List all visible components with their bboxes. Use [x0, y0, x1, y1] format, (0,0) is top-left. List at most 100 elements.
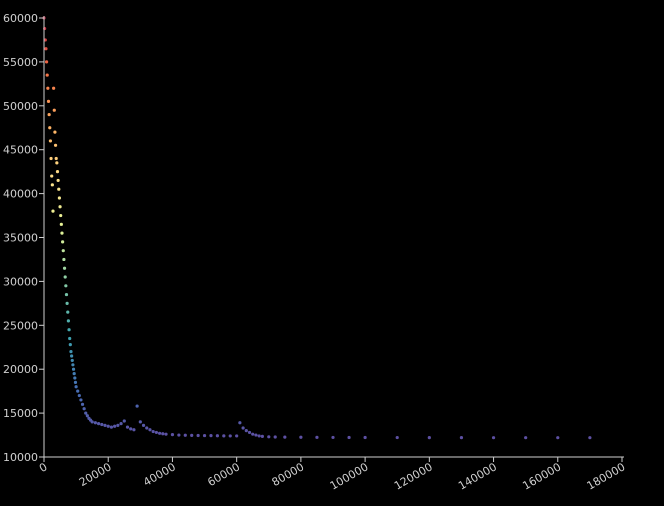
data-point [273, 435, 277, 439]
data-point [66, 310, 70, 314]
data-point [228, 434, 232, 438]
data-point [49, 156, 53, 161]
data-points [42, 16, 592, 440]
data-point [53, 130, 57, 134]
data-point [68, 336, 72, 341]
data-point [68, 343, 72, 347]
data-point [70, 358, 74, 363]
data-point [82, 407, 86, 411]
y-tick-label: 55000 [3, 56, 38, 69]
data-point [65, 301, 69, 305]
data-point [395, 435, 399, 440]
data-point [145, 426, 149, 430]
data-point [80, 402, 85, 406]
data-point [202, 433, 207, 438]
x-tick-label: 160000 [520, 460, 563, 492]
data-point [57, 187, 61, 191]
data-point [363, 435, 367, 440]
data-point [161, 432, 165, 436]
data-point [247, 430, 252, 435]
data-point [48, 126, 52, 130]
data-point [331, 435, 335, 440]
data-point [588, 436, 592, 440]
y-tick-label: 20000 [3, 363, 38, 376]
data-point [66, 319, 70, 323]
data-point [84, 411, 88, 415]
data-point [51, 209, 55, 213]
data-point [122, 419, 126, 423]
data-point [56, 178, 60, 183]
y-tick-label: 40000 [3, 188, 38, 201]
data-point [196, 433, 200, 438]
data-point [100, 422, 104, 427]
data-point [267, 435, 271, 439]
x-tick-label: 0 [37, 460, 50, 475]
data-point [347, 435, 351, 440]
data-point [244, 429, 248, 433]
data-point [215, 434, 219, 438]
x-tick-label: 120000 [392, 460, 435, 492]
data-point [238, 421, 242, 425]
data-point [44, 47, 48, 51]
data-point [57, 196, 62, 200]
data-point [55, 161, 59, 165]
data-point [524, 436, 528, 440]
data-point [59, 213, 63, 218]
data-point [61, 249, 65, 253]
data-point [222, 434, 226, 438]
x-tick-label: 40000 [141, 460, 178, 489]
data-point [64, 292, 69, 297]
data-point [54, 156, 58, 161]
data-point [71, 363, 75, 367]
data-point [177, 433, 181, 437]
data-point [151, 429, 155, 434]
data-point [52, 108, 56, 112]
data-point [491, 436, 496, 440]
data-point [46, 99, 51, 104]
data-point [71, 367, 76, 371]
data-point [62, 266, 67, 270]
data-point [129, 427, 133, 431]
data-point [69, 350, 73, 354]
data-point [116, 423, 120, 427]
data-point [77, 393, 81, 398]
data-point [315, 435, 319, 439]
data-point [93, 421, 97, 425]
data-point [109, 425, 114, 429]
data-point [427, 436, 431, 440]
data-point [209, 434, 213, 438]
data-point [158, 431, 162, 435]
axes: 0 20000 40000 60000 80000 100000 120000 140000 1… [3, 12, 628, 493]
x-tick-label: 60000 [205, 460, 242, 489]
data-point [73, 376, 77, 380]
y-tick-label: 45000 [3, 144, 38, 157]
data-point [44, 60, 49, 64]
y-tick-label: 50000 [3, 100, 38, 113]
data-point [60, 231, 64, 235]
data-point [148, 428, 152, 432]
data-point [58, 205, 62, 209]
data-point [46, 86, 50, 90]
data-point [135, 404, 139, 408]
data-point [254, 433, 258, 437]
data-point [103, 423, 107, 427]
y-tick-label: 10000 [3, 451, 38, 464]
data-point [47, 112, 51, 117]
data-point [125, 425, 130, 429]
data-point [70, 354, 74, 358]
x-tick-label: 100000 [328, 460, 371, 492]
data-point [299, 435, 303, 439]
data-point [556, 436, 560, 440]
y-tick-label: 35000 [3, 232, 38, 245]
data-point [257, 434, 261, 438]
y-tick-label: 25000 [3, 319, 38, 332]
data-point [251, 432, 255, 436]
data-point [55, 170, 60, 174]
data-point [90, 420, 94, 424]
y-tick-label: 15000 [3, 407, 38, 420]
data-point [52, 86, 56, 90]
data-point [183, 433, 187, 437]
data-point [62, 257, 66, 262]
data-point [119, 422, 123, 426]
